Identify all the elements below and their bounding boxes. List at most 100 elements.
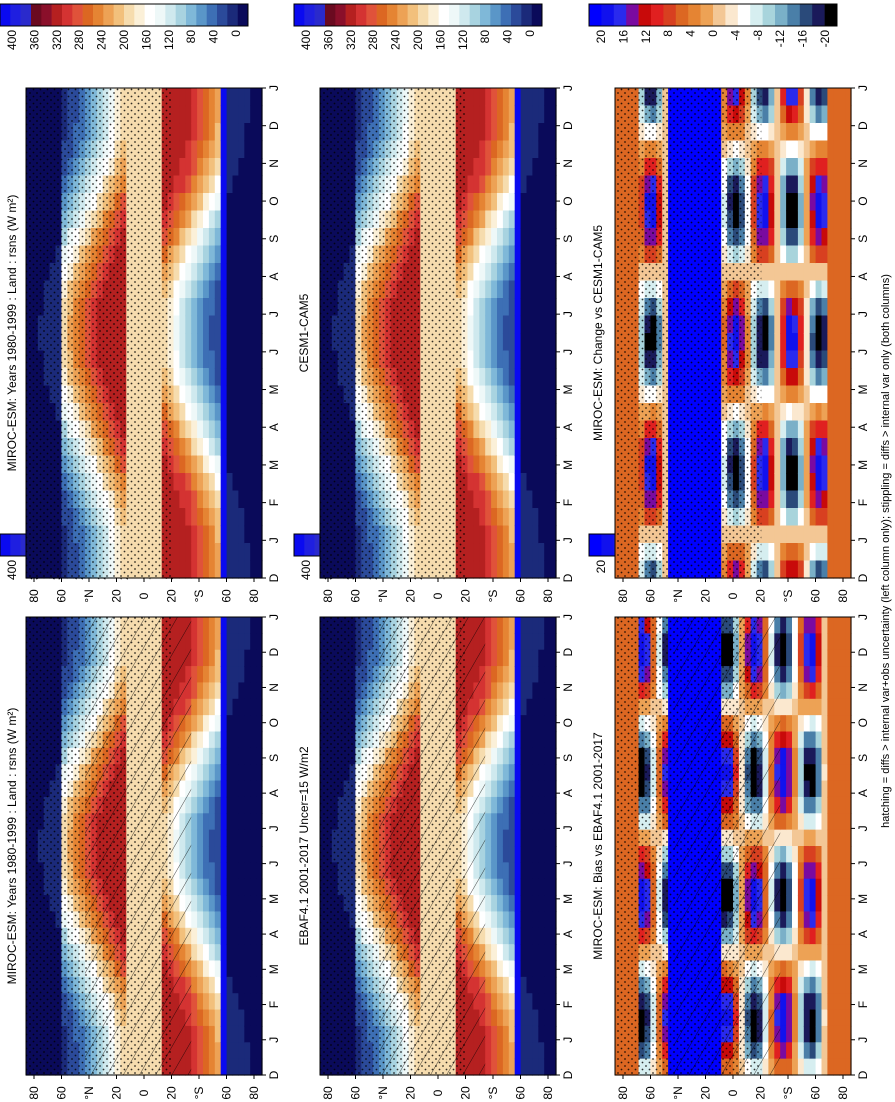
stippling [26, 88, 173, 578]
heatmap-cell [526, 245, 533, 264]
heatmap-cell [550, 1025, 557, 1043]
heatmap-cell [244, 796, 251, 814]
heatmap-cell [220, 263, 228, 282]
heatmap-cell [197, 976, 204, 994]
heatmap-cell [508, 368, 516, 387]
heatmap-cell [467, 420, 474, 439]
heatmap-cell [226, 911, 234, 929]
heatmap-cell [526, 796, 533, 814]
heatmap-cell [502, 715, 510, 733]
heatmap-cell [514, 649, 522, 667]
heatmap-cell [214, 525, 222, 544]
heatmap-cell [203, 420, 210, 439]
heatmap-cell [220, 649, 228, 667]
heatmap-cell [520, 508, 528, 527]
heatmap-cell [191, 1025, 198, 1043]
heatmap-cell [544, 508, 551, 527]
heatmap-cell [485, 829, 492, 847]
heatmap-cell [520, 560, 528, 579]
heatmap-cell [197, 298, 204, 317]
heatmap-cell [244, 764, 251, 782]
heatmap-cell [244, 927, 251, 945]
heatmap-cell [250, 228, 257, 247]
heatmap-cell [238, 780, 245, 798]
heatmap-cell [220, 158, 228, 177]
heatmap-cell [238, 1009, 245, 1027]
heatmap-cell [226, 123, 234, 142]
heatmap-cell [250, 649, 257, 667]
lat-tick-label: 80 [247, 589, 261, 603]
heatmap-cell [250, 158, 257, 177]
heatmap-cell [544, 1009, 551, 1027]
heatmap-cell [502, 944, 510, 962]
colorbar-tick-label: 200 [117, 30, 131, 50]
heatmap-cell [197, 263, 204, 282]
heatmap-cell [497, 780, 504, 798]
heatmap-cell [514, 698, 522, 716]
time-tick-label: J [267, 311, 281, 317]
heatmap-cell [232, 796, 239, 814]
heatmap-cell [256, 420, 263, 439]
time-tick-label: S [561, 235, 575, 243]
heatmap-cell [491, 715, 498, 733]
heatmap-cell [203, 490, 210, 509]
heatmap-cell [226, 350, 234, 369]
heatmap-cell [485, 385, 492, 404]
lat-tick-label: °S [486, 590, 500, 603]
time-tick-label: J [267, 537, 281, 543]
heatmap-cell [514, 764, 522, 782]
heatmap-cell [197, 193, 204, 212]
heatmap-cell [479, 385, 486, 404]
heatmap-cell [226, 1042, 234, 1060]
heatmap-cell [179, 560, 186, 579]
heatmap-cell [544, 105, 551, 124]
heatmap-cell [220, 617, 228, 634]
heatmap-cell [226, 993, 234, 1011]
heatmap-cell [256, 473, 263, 492]
colorbar-tick-label: 120 [162, 30, 176, 50]
heatmap-cell [214, 715, 222, 733]
heatmap-cell [244, 780, 251, 798]
heatmap-cell [238, 682, 245, 700]
heatmap-cell [485, 682, 492, 700]
time-tick-label: M [267, 385, 281, 395]
colorbar-swatch [387, 4, 398, 26]
heatmap-cell [244, 385, 251, 404]
heatmap-cell [214, 420, 222, 439]
heatmap-cell [238, 420, 245, 439]
heatmap-cell [250, 617, 257, 634]
heatmap-cell [232, 666, 239, 684]
heatmap-cell [220, 88, 228, 107]
heatmap-cell [232, 560, 239, 579]
heatmap-cell [191, 993, 198, 1011]
heatmap-cell [526, 543, 533, 562]
heatmap-cell [526, 193, 533, 212]
heatmap-cell [191, 228, 198, 247]
heatmap-cell [238, 715, 245, 733]
heatmap-cell [185, 175, 192, 194]
heatmap-cell [185, 473, 192, 492]
heatmap-cell [220, 633, 228, 651]
heatmap-cell [491, 829, 498, 847]
colorbar-tick-label: 360 [27, 30, 41, 50]
heatmap-cell [508, 682, 516, 700]
heatmap-cell [538, 315, 545, 334]
heatmap-cell [544, 158, 551, 177]
heatmap-cell [220, 298, 228, 317]
heatmap-cell [491, 263, 498, 282]
heatmap-cell [502, 1058, 510, 1076]
heatmap-cell [238, 649, 245, 667]
heatmap-cell [467, 88, 474, 107]
heatmap-cell [544, 490, 551, 509]
heatmap-cell [185, 298, 192, 317]
heatmap-cell [491, 490, 498, 509]
heatmap-cell [191, 1042, 198, 1060]
heatmap-cell [256, 682, 263, 700]
heatmap-cell [508, 560, 516, 579]
heatmap-cell [485, 280, 492, 299]
heatmap-cell [502, 747, 510, 765]
heatmap-cell [244, 280, 251, 299]
heatmap-cell [250, 1025, 257, 1043]
heatmap-cell [544, 633, 551, 651]
lat-tick-label: °N [376, 589, 390, 602]
